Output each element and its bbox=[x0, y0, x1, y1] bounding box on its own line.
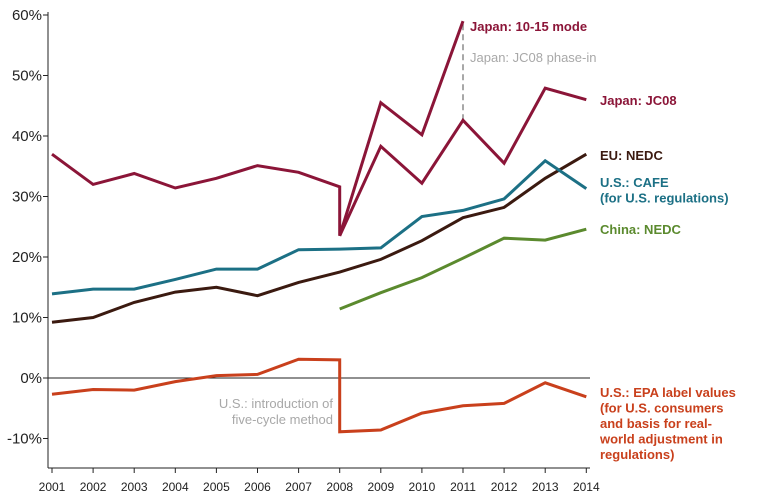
x-tick-label: 2005 bbox=[203, 480, 230, 494]
series-line bbox=[51, 357, 587, 434]
series-label: Japan: JC08 bbox=[600, 93, 677, 108]
x-tick-label: 2010 bbox=[409, 480, 436, 494]
series-label: EU: NEDC bbox=[600, 148, 663, 163]
x-tick-label: 2004 bbox=[162, 480, 189, 494]
annotation-label: Japan: JC08 phase-in bbox=[470, 50, 596, 65]
series-line bbox=[339, 227, 587, 311]
y-tick-label: 60% bbox=[12, 7, 42, 24]
series-label: U.S.: EPA label values bbox=[600, 385, 736, 400]
series-label: U.S.: CAFE bbox=[600, 175, 669, 190]
x-tick-label: 2003 bbox=[121, 480, 148, 494]
x-tick-label: 2001 bbox=[39, 480, 66, 494]
y-tick-label: 40% bbox=[12, 128, 42, 145]
y-tick-label: 50% bbox=[12, 68, 42, 85]
y-tick-label: -10% bbox=[7, 431, 42, 448]
series-label: (for U.S. consumers bbox=[600, 401, 724, 416]
x-tick-label: 2002 bbox=[80, 480, 107, 494]
x-tick-label: 2008 bbox=[326, 480, 353, 494]
series-line bbox=[51, 158, 588, 296]
y-tick-label: 10% bbox=[12, 310, 42, 327]
series-line bbox=[51, 20, 465, 237]
x-tick-label: 2009 bbox=[367, 480, 394, 494]
y-tick-label: 0% bbox=[20, 370, 42, 387]
series-label: Japan: 10-15 mode bbox=[470, 19, 587, 34]
series-label: and basis for real- bbox=[600, 416, 712, 431]
x-tick-label: 2011 bbox=[450, 480, 476, 494]
series-lines bbox=[51, 20, 588, 434]
annotation-label: U.S.: introduction of bbox=[219, 396, 334, 411]
y-tick-label: 30% bbox=[12, 189, 42, 206]
x-tick-label: 2014 bbox=[573, 480, 600, 494]
x-tick-label: 2006 bbox=[244, 480, 271, 494]
series-label: (for U.S. regulations) bbox=[600, 191, 729, 206]
series-label: world adjustment in bbox=[599, 432, 723, 447]
series-labels: Japan: 10-15 mode Japan: JC08 EU: NEDC U.S.… bbox=[470, 19, 736, 462]
y-tick-label: 20% bbox=[12, 249, 42, 266]
x-tick-label: 2013 bbox=[532, 480, 559, 494]
series-line bbox=[338, 86, 587, 237]
annotation-label: five-cycle method bbox=[232, 412, 333, 427]
x-tick-label: 2012 bbox=[491, 480, 518, 494]
x-tick-label: 2007 bbox=[285, 480, 312, 494]
axes: -10% 0% 10% 20% 30% 40% 50% 60% 2001 2002 2003 2004… bbox=[7, 7, 600, 494]
series-line bbox=[51, 152, 588, 324]
series-label: regulations) bbox=[600, 447, 674, 462]
series-label: China: NEDC bbox=[600, 222, 682, 237]
